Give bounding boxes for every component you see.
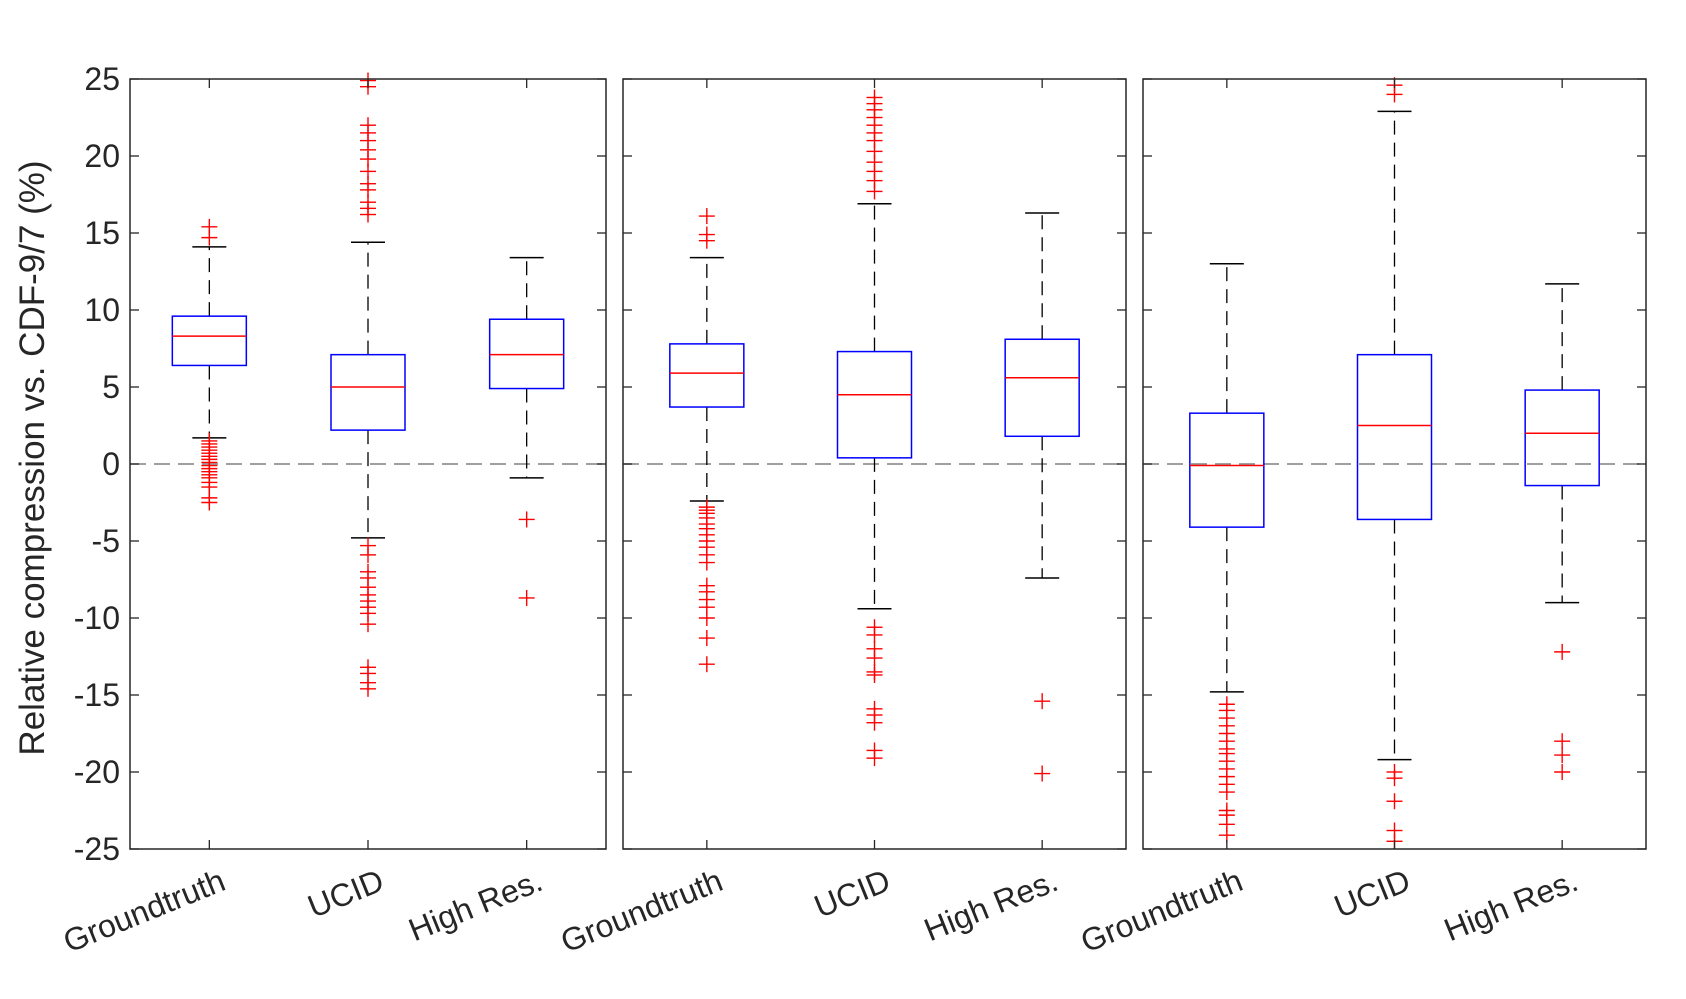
y-tick-label: -5 [92,523,120,559]
outlier-marker [698,656,715,673]
iqr-box [669,343,745,408]
outlier-marker [1218,784,1235,801]
x-tick-label: High Res. [404,862,548,948]
box-ucid [330,72,406,697]
iqr-box [836,350,913,459]
iqr-box [488,318,565,390]
box-groundtruth [171,218,248,511]
x-tick-label: UCID [809,862,895,925]
box-high-res [488,256,565,606]
x-tick-label: UCID [303,862,389,925]
outlier-marker [866,183,883,200]
outlier-marker [866,666,883,683]
box-ucid [836,89,913,767]
outlier-marker [866,750,883,767]
outlier-marker [866,714,883,731]
outlier-marker [866,626,883,643]
panel-2: Groundtruth UCID High Res. [556,78,1127,959]
box-ucid [1356,77,1433,850]
x-tick-label: Groundtruth [58,862,230,959]
axes-frame [129,78,607,850]
y-tick-label: 15 [84,215,120,251]
y-tick-label: -15 [74,677,120,713]
outlier-marker [1554,747,1571,764]
outlier-marker [1034,693,1051,710]
y-tick-label: 10 [84,292,120,328]
x-tick-label: Groundtruth [1076,862,1248,959]
iqr-box [1356,353,1433,521]
outlier-marker [698,610,715,626]
iqr-box [1004,338,1080,438]
outlier-marker [1554,643,1571,660]
axes-frame [1142,78,1647,850]
outlier-marker [360,546,376,563]
iqr-box [330,353,406,431]
panels: Groundtruth UCID High Res. Groundtruth UCID H… [58,61,1647,959]
outlier-marker [1034,765,1051,782]
outlier-marker [360,680,376,697]
outlier-marker [360,616,376,633]
iqr-box [1524,389,1600,487]
outlier-marker [1386,770,1403,787]
x-tick-label: UCID [1329,862,1415,925]
box-high-res [1004,212,1080,782]
y-tick-label: -20 [74,754,120,790]
y-tick-label: 25 [84,61,120,97]
outlier-marker [518,511,535,528]
axes-frame [622,78,1127,850]
box-groundtruth [669,208,745,673]
outlier-marker [866,650,883,667]
box-high-res [1524,283,1600,780]
y-tick-label: -10 [74,600,120,636]
outlier-marker [698,232,715,249]
y-tick-label: 20 [84,138,120,174]
iqr-box [1189,412,1265,528]
outlier-marker [1386,793,1403,810]
x-tick-label: High Res. [1439,862,1583,948]
panel-1: Groundtruth UCID High Res. [58,72,607,959]
x-tick-label: Groundtruth [556,862,728,959]
outlier-marker [201,229,218,246]
outlier-marker [1554,764,1571,780]
outlier-marker [201,494,218,511]
outlier-marker [518,589,535,606]
x-tick-label: High Res. [919,862,1063,948]
panel-3: Groundtruth UCID High Res. [1076,77,1647,959]
y-tick-label: 0 [102,446,120,482]
outlier-marker [1386,86,1403,103]
outlier-marker [698,208,715,225]
iqr-box [171,315,248,367]
outlier-marker [698,630,715,647]
y-tick-label: -25 [74,831,120,867]
y-tick-label: 5 [102,369,120,405]
y-axis-label: Relative compression vs. CDF-9/7 (%) [13,160,52,755]
outlier-marker [1554,733,1571,750]
outlier-marker [698,554,715,571]
box-groundtruth [1189,263,1265,844]
outlier-marker [360,206,376,223]
